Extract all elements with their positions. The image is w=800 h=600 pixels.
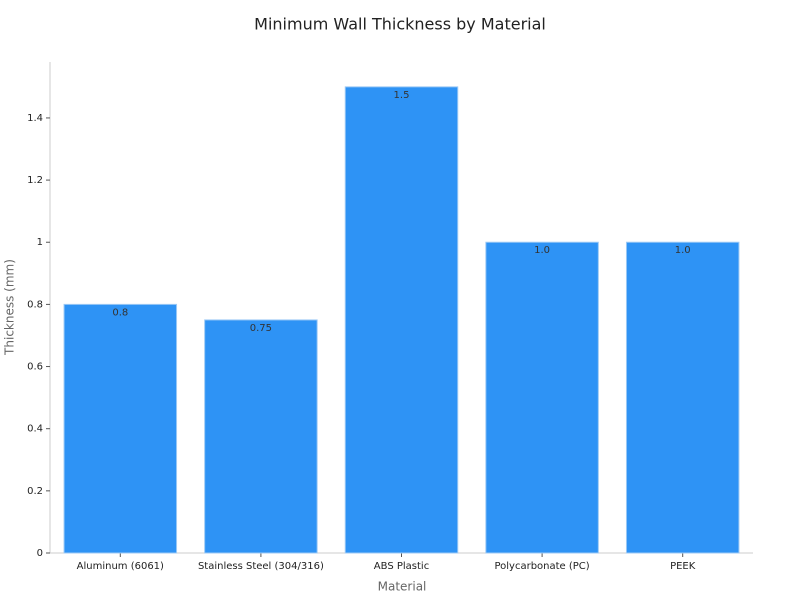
y-tick-label: 0.6 bbox=[27, 362, 43, 373]
y-tick-label: 1.2 bbox=[27, 175, 43, 186]
x-tick-label: Polycarbonate (PC) bbox=[494, 561, 589, 572]
y-tick-label: 0.4 bbox=[27, 424, 43, 435]
value-label: 1.0 bbox=[675, 245, 691, 256]
x-tick-label: Aluminum (6061) bbox=[77, 561, 164, 572]
value-label: 1.0 bbox=[534, 245, 550, 256]
value-label: 0.75 bbox=[250, 323, 272, 334]
chart-title: Minimum Wall Thickness by Material bbox=[254, 15, 546, 34]
x-tick-label: Stainless Steel (304/316) bbox=[198, 561, 324, 572]
value-label: 0.8 bbox=[112, 307, 128, 318]
bar bbox=[625, 241, 740, 554]
bar bbox=[204, 319, 318, 554]
y-tick-label: 1 bbox=[37, 237, 43, 248]
x-axis-label: Material bbox=[378, 580, 427, 594]
y-tick-label: 0.8 bbox=[27, 299, 43, 310]
y-axis-label: Thickness (mm) bbox=[3, 259, 17, 356]
value-label: 1.5 bbox=[394, 90, 410, 101]
y-tick-label: 0 bbox=[37, 548, 43, 559]
y-tick-label: 1.4 bbox=[27, 113, 43, 124]
bar bbox=[344, 86, 459, 554]
x-tick-label: PEEK bbox=[670, 561, 696, 572]
x-tick-label: ABS Plastic bbox=[374, 561, 429, 572]
y-tick-label: 0.2 bbox=[27, 486, 43, 497]
bar bbox=[485, 241, 599, 554]
bar bbox=[63, 303, 178, 554]
